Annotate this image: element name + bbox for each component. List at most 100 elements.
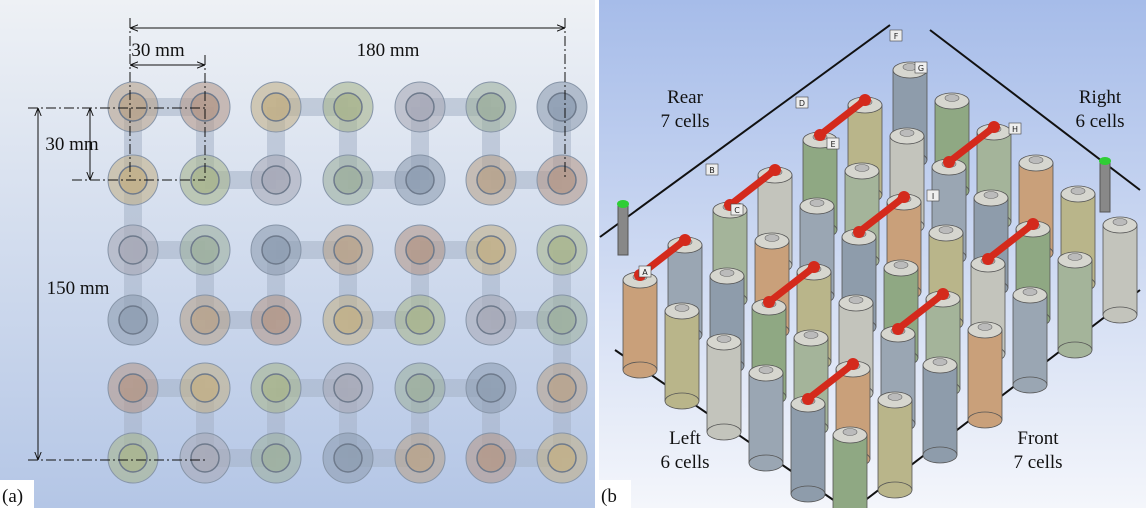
connector-end [679,234,691,246]
figure: ABCDEFGHI 180 mm 30 mm 30 mm 150 mm (a) … [0,0,1146,508]
dim-label: 30 mm [131,40,185,61]
terminal-post [618,205,628,255]
cylinder-body [1058,260,1092,350]
terminal [765,235,779,242]
connector-end [937,288,949,300]
cell-inner [191,444,219,472]
cell-inner [406,306,434,334]
cell-inner [334,306,362,334]
terminal [984,192,998,199]
cell-inner [406,236,434,264]
terminal [1113,219,1127,226]
terminal [1023,289,1037,296]
connector-end [892,323,904,335]
terminal [939,227,953,234]
terminal-post [1100,162,1110,212]
side-name: Rear [667,87,704,108]
side-name: Left [669,428,701,449]
connector-end [943,156,955,168]
cell-inner [119,306,147,334]
cell-inner [548,236,576,264]
terminal [810,200,824,207]
dim-label: 150 mm [47,278,110,299]
connector-end [1027,218,1039,230]
cell-inner [334,166,362,194]
cylinder-bottom [707,424,741,440]
cylinder-body [833,435,867,508]
terminal [894,262,908,269]
terminal [933,359,947,366]
cell-inner [548,374,576,402]
cylinder-bottom [923,447,957,463]
cylinder-body [665,311,699,401]
cell-inner [477,306,505,334]
cylinder-bottom [749,455,783,471]
cylinder-body [749,373,783,463]
cell-inner [548,93,576,121]
connector-end [982,253,994,265]
panel-label: (a) [2,486,23,507]
cell-inner [406,444,434,472]
cell-inner [477,236,505,264]
terminal [1068,254,1082,261]
side-cells: 7 cells [1013,452,1062,473]
cell-inner [334,93,362,121]
connector-end [859,94,871,106]
cell-inner [334,374,362,402]
dim-label: 180 mm [357,40,420,61]
connector-end [802,393,814,405]
cell-inner [548,306,576,334]
cell-inner [477,374,505,402]
cell-inner [406,166,434,194]
cell-inner [334,236,362,264]
tag-label: E [830,140,835,149]
terminal [804,332,818,339]
panel-label: (b [601,486,617,507]
dim-label: 30 mm [45,134,99,155]
cell-inner [119,444,147,472]
cell-inner [477,93,505,121]
cell-inner [548,166,576,194]
cell-inner [262,166,290,194]
terminal [843,429,857,436]
cell-inner [262,93,290,121]
terminal [1071,188,1085,195]
terminal [945,95,959,102]
terminal-cap [1099,157,1111,165]
terminal [1029,157,1043,164]
side-name: Front [1017,428,1059,449]
connector-end [853,226,865,238]
cylinder-body [1103,225,1137,315]
cell-inner [262,306,290,334]
side-cells: 6 cells [1075,111,1124,132]
cylinder-body [623,280,657,370]
cylinder-body [707,342,741,432]
terminal [759,367,773,374]
terminal [849,297,863,304]
connector-end [847,358,859,370]
cylinder-bottom [1058,342,1092,358]
cell-inner [477,444,505,472]
terminal [675,305,689,312]
connector-end [898,191,910,203]
terminal [978,324,992,331]
cell-inner [119,93,147,121]
cylinder-bottom [623,362,657,378]
cylinder-bottom [791,486,825,502]
cell-inner [262,236,290,264]
tag-label: H [1012,125,1018,134]
tag-label: I [932,192,934,201]
cylinder-bottom [1103,307,1137,323]
connector-end [814,129,826,141]
terminal-cap [617,200,629,208]
terminal [855,165,869,172]
cell-inner [119,374,147,402]
connector-end [988,121,1000,133]
cell-inner [262,374,290,402]
cylinder-body [923,365,957,455]
tag-label: B [709,166,715,175]
terminal [720,270,734,277]
terminal [888,394,902,401]
side-cells: 6 cells [660,452,709,473]
tag-label: G [918,64,924,73]
